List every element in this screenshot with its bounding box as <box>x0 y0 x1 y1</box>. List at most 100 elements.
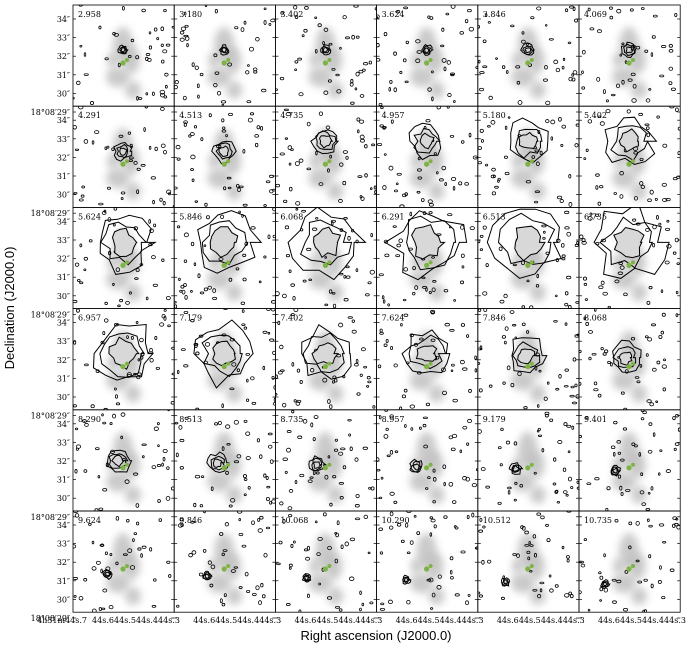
emission-contour <box>511 464 522 473</box>
noise-contour <box>453 100 456 103</box>
noise-contour <box>597 393 602 398</box>
noise-contour <box>521 322 526 327</box>
source-marker <box>424 161 430 167</box>
noise-contour <box>585 416 589 420</box>
noise-contour <box>269 338 275 342</box>
noise-contour <box>417 156 421 161</box>
noise-contour <box>652 243 656 248</box>
panel-content <box>174 5 276 107</box>
noise-contour <box>604 349 609 354</box>
noise-contour <box>299 380 303 384</box>
noise-contour <box>231 362 237 367</box>
noise-contour <box>183 283 187 287</box>
noise-contour <box>449 556 454 561</box>
velocity-label: 9.401 <box>584 415 607 424</box>
noise-contour <box>115 267 121 273</box>
noise-contour <box>401 394 407 399</box>
noise-contour <box>462 367 468 371</box>
noise-contour <box>574 383 578 388</box>
emission <box>226 81 243 99</box>
noise-contour <box>154 336 158 340</box>
noise-contour <box>561 124 567 129</box>
noise-contour <box>176 369 180 375</box>
source-marker <box>529 58 534 62</box>
noise-contour <box>477 146 483 150</box>
noise-contour <box>339 46 342 50</box>
emission <box>631 283 647 302</box>
emission-contour <box>502 579 509 585</box>
x-tick-label: 44s.4 <box>440 616 462 625</box>
noise-contour <box>379 331 384 335</box>
noise-contour <box>534 552 537 558</box>
noise-contour <box>260 583 264 588</box>
panel-content <box>378 511 478 611</box>
noise-contour <box>279 152 285 156</box>
noise-contour <box>122 553 128 556</box>
emission <box>309 558 322 574</box>
noise-contour <box>83 578 88 582</box>
noise-contour <box>668 44 673 48</box>
noise-contour <box>314 16 318 19</box>
source-marker <box>525 60 531 66</box>
source-marker <box>428 564 433 568</box>
noise-contour <box>431 287 436 293</box>
noise-contour <box>279 344 284 350</box>
emission-contour <box>512 465 520 472</box>
emission <box>409 370 434 391</box>
noise-contour <box>340 544 344 549</box>
noise-contour <box>102 588 108 593</box>
noise-contour <box>355 268 359 273</box>
noise-contour <box>175 144 181 150</box>
noise-contour <box>383 31 388 37</box>
emission <box>410 355 423 372</box>
noise-contour <box>238 185 244 189</box>
noise-contour <box>468 388 472 393</box>
noise-contour <box>447 93 452 98</box>
noise-contour <box>254 142 259 148</box>
noise-contour <box>261 594 266 599</box>
noise-contour <box>567 305 572 309</box>
noise-contour <box>343 274 347 279</box>
noise-contour <box>174 85 178 90</box>
noise-contour <box>95 560 101 565</box>
noise-contour <box>656 115 660 119</box>
noise-contour <box>324 474 329 480</box>
noise-contour <box>481 559 485 565</box>
noise-contour <box>294 480 298 485</box>
noise-contour <box>483 308 488 313</box>
noise-contour <box>310 367 315 373</box>
emission-contour <box>102 568 113 581</box>
noise-contour <box>198 572 204 577</box>
emission <box>511 153 524 170</box>
noise-contour <box>73 544 77 549</box>
noise-contour <box>191 550 197 555</box>
noise-contour <box>566 555 570 559</box>
noise-contour <box>600 238 606 243</box>
noise-contour <box>644 335 649 339</box>
noise-contour <box>612 600 617 604</box>
source-marker <box>120 60 126 66</box>
noise-contour <box>317 536 323 541</box>
noise-contour <box>548 574 552 578</box>
noise-contour <box>241 309 245 313</box>
emission <box>612 269 636 290</box>
noise-contour <box>500 427 504 432</box>
noise-contour <box>297 435 303 440</box>
noise-contour <box>294 161 300 166</box>
noise-contour <box>251 593 257 597</box>
emission <box>106 168 130 189</box>
emission-contour <box>120 47 127 53</box>
noise-contour <box>263 20 267 25</box>
emission <box>510 67 535 87</box>
noise-contour <box>151 255 156 260</box>
noise-contour <box>459 449 463 454</box>
noise-contour <box>73 340 77 345</box>
noise-contour <box>333 448 339 452</box>
noise-contour <box>179 465 184 470</box>
emission <box>628 450 646 479</box>
noise-contour <box>431 96 434 102</box>
noise-contour <box>482 65 488 69</box>
noise-contour <box>157 499 161 503</box>
